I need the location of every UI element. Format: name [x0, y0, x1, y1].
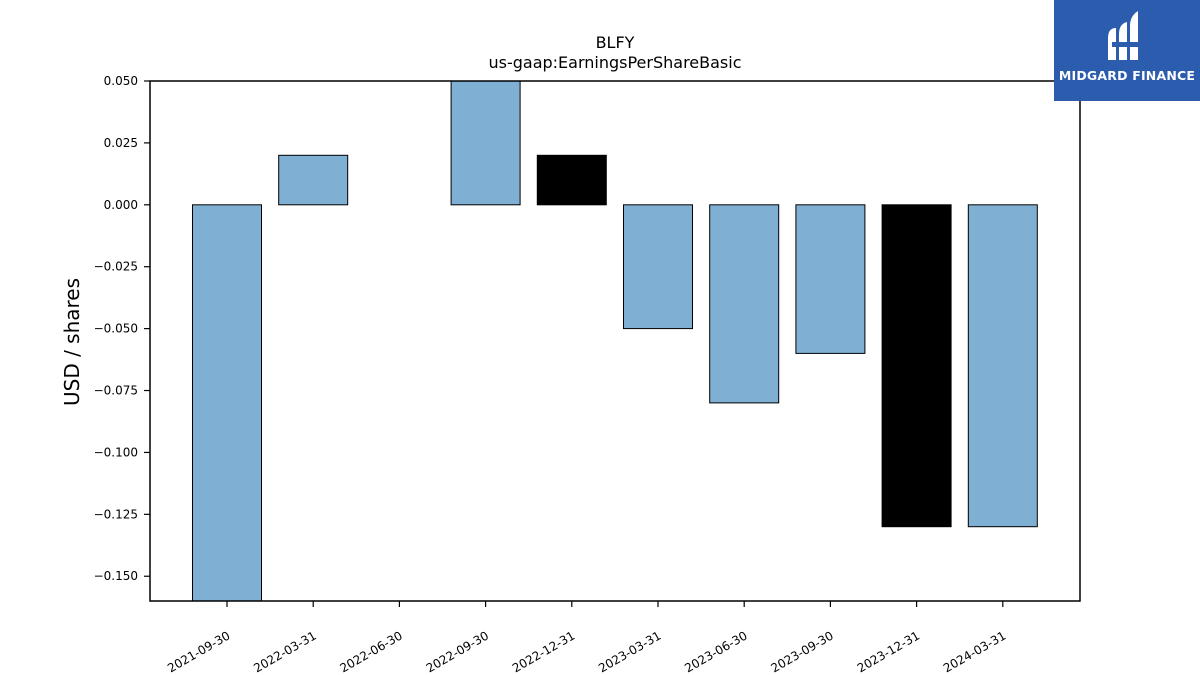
x-tick-label: 2022-09-30 — [424, 628, 491, 675]
bar-2023-03-31 — [623, 204, 693, 330]
y-axis-label: USD / shares — [60, 278, 84, 406]
x-tick-label: 2022-06-30 — [338, 628, 405, 675]
y-tick-label: 0.000 — [104, 198, 138, 212]
y-tick-label: −0.075 — [94, 384, 138, 398]
midgard-logo-icon — [1108, 11, 1142, 60]
bar-2023-06-30 — [709, 204, 780, 404]
plot-area-frame — [149, 80, 1081, 602]
logo-text: MIDGARD FINANCE — [1058, 68, 1196, 83]
x-tick-label: 2022-03-31 — [251, 628, 318, 675]
x-tick-label: 2022-12-31 — [510, 628, 577, 675]
x-tick-label: 2023-09-30 — [769, 628, 836, 675]
bar-2022-12-31 — [536, 154, 607, 206]
y-tick-label: −0.025 — [94, 260, 138, 274]
chart-subtitle: us-gaap:EarningsPerShareBasic — [488, 53, 741, 72]
x-tick-label: 2023-06-30 — [682, 628, 749, 675]
bar-2023-12-31 — [881, 204, 952, 528]
x-tick-label: 2021-09-30 — [165, 628, 232, 675]
chart-title: BLFY — [596, 33, 635, 52]
x-tick-label: 2024-03-31 — [941, 628, 1008, 675]
y-tick-label: −0.100 — [94, 445, 138, 459]
bar-2022-03-31 — [278, 154, 349, 206]
bar-2022-09-30 — [450, 80, 521, 206]
x-tick-label: 2023-12-31 — [855, 628, 922, 675]
y-tick-label: −0.150 — [94, 569, 138, 583]
y-tick-label: 0.050 — [104, 74, 138, 88]
x-tick-label: 2023-03-31 — [596, 628, 663, 675]
bar-2021-09-30 — [192, 204, 262, 602]
y-tick-label: −0.125 — [94, 507, 138, 521]
y-tick-label: −0.050 — [94, 322, 138, 336]
bar-2023-09-30 — [795, 204, 866, 354]
y-tick-label: 0.025 — [104, 136, 138, 150]
midgard-finance-logo: MIDGARD FINANCE — [1054, 0, 1200, 101]
bar-2024-03-31 — [967, 204, 1038, 528]
